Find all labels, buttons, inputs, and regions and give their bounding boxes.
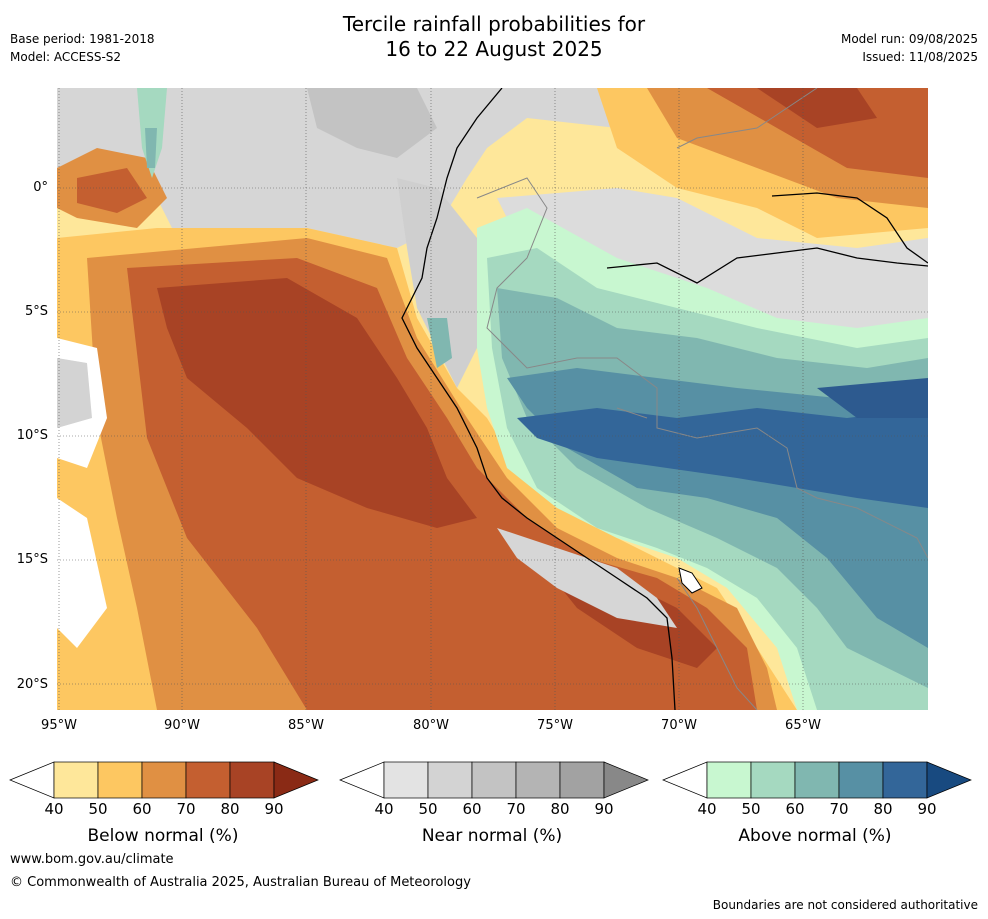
coastline xyxy=(401,88,676,710)
colorbars xyxy=(9,761,972,799)
lat-label-0: 0° xyxy=(33,180,48,195)
lon-label-90w: 90°W xyxy=(164,718,200,733)
colorbar-tick-label: 70 xyxy=(506,800,526,818)
near-normal-coast xyxy=(397,178,487,388)
lon-label-85w: 85°W xyxy=(288,718,324,733)
lat-label-15s: 15°S xyxy=(16,552,48,567)
colorbar-tick-label: 90 xyxy=(917,800,937,818)
colorbar-segment xyxy=(383,761,429,799)
copyright-text: © Commonwealth of Australia 2025, Austra… xyxy=(10,875,471,890)
colorbar-tick-label: 40 xyxy=(44,800,64,818)
lat-label-10s: 10°S xyxy=(16,428,48,443)
above-normal-80-core xyxy=(817,378,928,418)
below-normal-northeast-dark xyxy=(757,88,877,128)
colorbar-segment xyxy=(141,761,187,799)
lat-label-5s: 5°S xyxy=(24,304,48,319)
colorbar-title-above: Above normal (%) xyxy=(738,826,892,846)
country-borders xyxy=(476,88,928,710)
colorbar-tick-label: 50 xyxy=(741,800,761,818)
colorbar-segment xyxy=(706,761,752,799)
amazon-river xyxy=(606,247,928,284)
colorbar-segment xyxy=(559,761,605,799)
base-info: Base period: 1981-2018 Model: ACCESS-S2 xyxy=(10,30,155,66)
colorbar-tick-label: 40 xyxy=(374,800,394,818)
base-period-label: Base period: 1981-2018 xyxy=(10,32,155,46)
colorbar-segment xyxy=(53,761,99,799)
model-run-label: Model run: 09/08/2025 xyxy=(840,32,978,46)
colorbar-tick-label: 50 xyxy=(418,800,438,818)
map-canvas xyxy=(57,88,928,710)
title-line-1: Tercile rainfall probabilities for xyxy=(342,12,646,36)
colorbar-tick-label: 80 xyxy=(873,800,893,818)
north-river xyxy=(771,192,928,264)
colorbar-segment xyxy=(750,761,796,799)
below-normal-ocean-core xyxy=(157,278,477,528)
colorbar-segment xyxy=(882,761,928,799)
near-normal-north-dark xyxy=(307,88,437,158)
lon-label-80w: 80°W xyxy=(413,718,449,733)
title-line-2: 16 to 22 August 2025 xyxy=(385,37,603,61)
colorbar-tick-label: 80 xyxy=(220,800,240,818)
run-info: Model run: 09/08/2025 Issued: 11/08/2025 xyxy=(841,30,978,66)
near-normal-west xyxy=(57,358,92,428)
no-signal-southwest xyxy=(57,498,107,648)
below-normal-northeast-core xyxy=(707,88,928,178)
lat-label-20s: 20°S xyxy=(16,677,48,692)
colorbar-segment xyxy=(97,761,143,799)
lon-label-95w: 95°W xyxy=(41,718,77,733)
colorbar-extend-low xyxy=(9,761,55,799)
colorbar-tick-label: 40 xyxy=(697,800,717,818)
colorbar-tick-label: 60 xyxy=(785,800,805,818)
colorbar-segment xyxy=(185,761,231,799)
above-normal-coast-patch xyxy=(427,318,452,368)
colorbar-tick-label: 60 xyxy=(132,800,152,818)
above-normal-80 xyxy=(517,408,928,508)
lon-label-75w: 75°W xyxy=(537,718,573,733)
gridlines xyxy=(57,88,928,710)
colorbar-below-normal xyxy=(9,761,319,799)
probability-map xyxy=(57,88,928,710)
colorbar-title-below: Below normal (%) xyxy=(87,826,239,846)
lon-label-65w: 65°W xyxy=(785,718,821,733)
colorbar-tick-label: 50 xyxy=(88,800,108,818)
colorbar-title-near: Near normal (%) xyxy=(421,826,563,846)
colorbar-segment xyxy=(229,761,275,799)
colorbar-tick-label: 70 xyxy=(176,800,196,818)
model-label: Model: ACCESS-S2 xyxy=(10,50,122,64)
near-normal-amazon xyxy=(497,188,928,348)
lon-label-70w: 70°W xyxy=(661,718,697,733)
map-title: Tercile rainfall probabilities for 16 to… xyxy=(0,12,988,62)
disclaimer-text: Boundaries are not considered authoritat… xyxy=(712,898,978,912)
colorbar-segment xyxy=(838,761,884,799)
colorbar-near-normal xyxy=(339,761,649,799)
near-normal-south-coast xyxy=(497,528,677,628)
colorbar-extend-high xyxy=(603,761,649,799)
colorbar-segment xyxy=(471,761,517,799)
colorbar-tick-label: 60 xyxy=(462,800,482,818)
colorbar-segment xyxy=(427,761,473,799)
colorbar-extend-low xyxy=(662,761,708,799)
issued-label: Issued: 11/08/2025 xyxy=(862,50,978,64)
colorbar-extend-high xyxy=(273,761,319,799)
website-link[interactable]: www.bom.gov.au/climate xyxy=(10,852,174,867)
colorbar-extend-low xyxy=(339,761,385,799)
colorbar-extend-high xyxy=(926,761,972,799)
colorbar-tick-label: 70 xyxy=(829,800,849,818)
colorbar-tick-label: 90 xyxy=(264,800,284,818)
lake-titicaca xyxy=(678,567,703,594)
colorbar-segment xyxy=(794,761,840,799)
colorbar-tick-label: 90 xyxy=(594,800,614,818)
colorbar-segment xyxy=(515,761,561,799)
colorbar-above-normal xyxy=(662,761,972,799)
below-normal-galapagos-core xyxy=(77,168,147,213)
above-normal-north-patch-core xyxy=(145,128,157,168)
colorbar-tick-label: 80 xyxy=(550,800,570,818)
